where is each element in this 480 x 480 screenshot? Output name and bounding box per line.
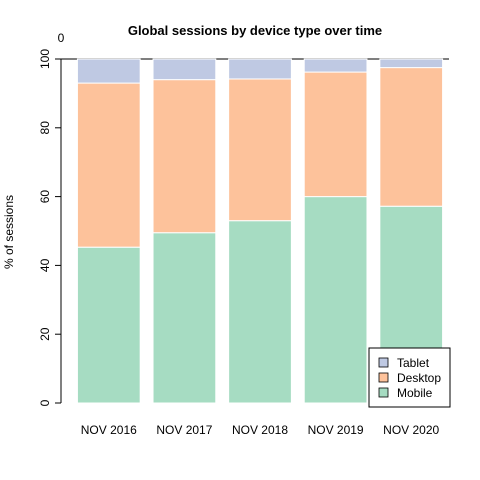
bar-desktop-3	[228, 78, 292, 222]
bar-mobile-4	[303, 196, 368, 404]
x-tick-label: NOV 2017	[156, 423, 212, 437]
x-tick-label: NOV 2020	[383, 423, 439, 437]
bar-tablet-1	[76, 58, 141, 84]
x-tick-label: NOV 2019	[308, 423, 364, 437]
legend-label-tablet: Tablet	[397, 356, 430, 370]
y-tick-label: 100	[38, 49, 52, 69]
bar-desktop-2	[152, 79, 217, 234]
bars	[76, 58, 444, 404]
bar-desktop-1	[76, 82, 141, 248]
bar-tablet-2	[152, 58, 217, 81]
y-axis: 0 20 40 60 80 100	[38, 49, 62, 406]
legend-label-mobile: Mobile	[397, 386, 433, 400]
chart-title: Global sessions by device type over time	[128, 23, 382, 38]
y-tick-label: 60	[38, 190, 52, 204]
bar-mobile-1	[76, 246, 141, 404]
x-tick-label: NOV 2016	[81, 423, 137, 437]
bar-mobile-3	[228, 220, 292, 404]
legend-swatch-tablet	[378, 357, 389, 368]
legend-swatch-desktop	[378, 372, 389, 383]
legend-label-desktop: Desktop	[397, 371, 441, 385]
x-axis-labels: NOV 2016 NOV 2017 NOV 2018 NOV 2019 NOV 2020	[81, 423, 440, 437]
bar-tablet-5	[379, 58, 444, 69]
y-tick-label: 40	[38, 258, 52, 272]
top-annotation: 0	[58, 31, 65, 45]
y-axis-label: % of sessions	[2, 195, 16, 269]
y-tick-label: 20	[38, 327, 52, 341]
bar-desktop-4	[303, 71, 368, 198]
x-tick-label: NOV 2018	[232, 423, 288, 437]
y-tick-label: 80	[38, 121, 52, 135]
legend-swatch-mobile	[378, 387, 389, 398]
y-tick-label: 0	[38, 399, 52, 406]
bar-mobile-2	[152, 232, 217, 404]
bar-desktop-5	[379, 67, 444, 207]
bar-tablet-4	[303, 58, 368, 73]
bar-tablet-3	[228, 58, 292, 80]
